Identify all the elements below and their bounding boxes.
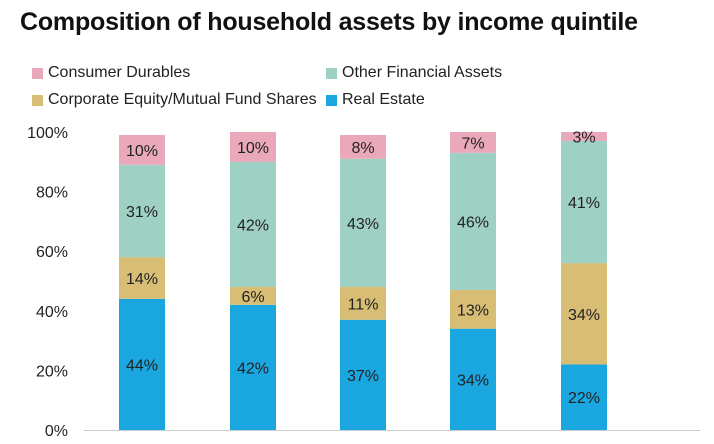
bar-segment-consumer-durables	[340, 134, 386, 159]
bar-segment-other-financial-assets	[119, 164, 165, 258]
bar-segment-consumer-durables	[230, 132, 276, 162]
data-label-real-estate: 34%	[457, 372, 489, 389]
data-label-consumer-durables: 10%	[126, 143, 158, 160]
y-tick-label: 40%	[36, 304, 68, 321]
bar-segment-other-financial-assets	[561, 140, 607, 264]
bar-segment-real-estate	[340, 319, 386, 430]
data-label-other-financial-assets: 41%	[568, 195, 600, 212]
bar-segment-real-estate	[119, 298, 165, 430]
legend: Consumer Durables Other Financial Assets…	[32, 64, 592, 114]
data-label-other-financial-assets: 42%	[237, 217, 269, 234]
data-label-consumer-durables: 3%	[572, 129, 595, 146]
data-label-real-estate: 22%	[568, 390, 600, 407]
y-tick-label: 100%	[27, 125, 68, 142]
legend-item-other-financial-assets: Other Financial Assets	[326, 64, 502, 82]
data-label-real-estate: 44%	[126, 357, 158, 374]
data-label-corporate-equity-mutual-fund-shares: 11%	[348, 296, 379, 313]
legend-item-real-estate: Real Estate	[326, 91, 425, 109]
legend-swatch-consumer-durables	[32, 67, 43, 79]
data-label-corporate-equity-mutual-fund-shares: 13%	[457, 302, 489, 319]
data-label-consumer-durables: 10%	[237, 140, 269, 157]
bar-segment-consumer-durables	[561, 132, 607, 141]
y-tick-label: 20%	[36, 363, 68, 380]
y-tick-label: 80%	[36, 185, 68, 202]
bar-segment-consumer-durables	[119, 134, 165, 165]
bar-segment-corporate-equity-mutual-fund-shares	[561, 263, 607, 365]
legend-label-real-estate: Real Estate	[342, 91, 425, 108]
bar-segment-real-estate	[230, 304, 276, 430]
bar-segment-corporate-equity-mutual-fund-shares	[340, 286, 386, 320]
legend-item-consumer-durables: Consumer Durables	[32, 64, 190, 82]
bar-segment-real-estate	[561, 364, 607, 430]
data-label-corporate-equity-mutual-fund-shares: 34%	[568, 307, 600, 324]
chart-title: Composition of household assets by incom…	[20, 8, 638, 36]
legend-label-corporate-equity: Corporate Equity/Mutual Fund Shares	[48, 91, 317, 108]
bar-segment-corporate-equity-mutual-fund-shares	[119, 257, 165, 299]
data-label-other-financial-assets: 46%	[457, 214, 489, 231]
legend-item-corporate-equity: Corporate Equity/Mutual Fund Shares	[32, 91, 317, 109]
legend-swatch-corporate-equity	[32, 94, 43, 106]
data-label-real-estate: 42%	[237, 360, 269, 377]
bar-segment-corporate-equity-mutual-fund-shares	[230, 286, 276, 305]
data-label-consumer-durables: 8%	[351, 140, 374, 157]
data-label-other-financial-assets: 43%	[347, 216, 379, 233]
data-label-corporate-equity-mutual-fund-shares: 6%	[241, 289, 264, 306]
legend-label-other-financial-assets: Other Financial Assets	[342, 64, 503, 81]
y-tick-label: 60%	[36, 244, 68, 261]
bar-segment-corporate-equity-mutual-fund-shares	[450, 289, 496, 329]
data-label-other-financial-assets: 31%	[126, 204, 158, 221]
data-label-real-estate: 37%	[347, 368, 379, 385]
legend-label-consumer-durables: Consumer Durables	[48, 64, 191, 81]
y-tick-label: 0%	[45, 423, 68, 440]
bar-segment-other-financial-assets	[450, 152, 496, 290]
data-label-consumer-durables: 7%	[461, 135, 484, 152]
data-label-corporate-equity-mutual-fund-shares: 14%	[126, 271, 158, 288]
bar-segment-other-financial-assets	[230, 161, 276, 287]
bar-segment-other-financial-assets	[340, 158, 386, 287]
bar-segment-consumer-durables	[450, 132, 496, 153]
legend-swatch-other-financial-assets	[326, 67, 337, 79]
legend-swatch-real-estate	[326, 94, 337, 106]
bar-segment-real-estate	[450, 328, 496, 430]
